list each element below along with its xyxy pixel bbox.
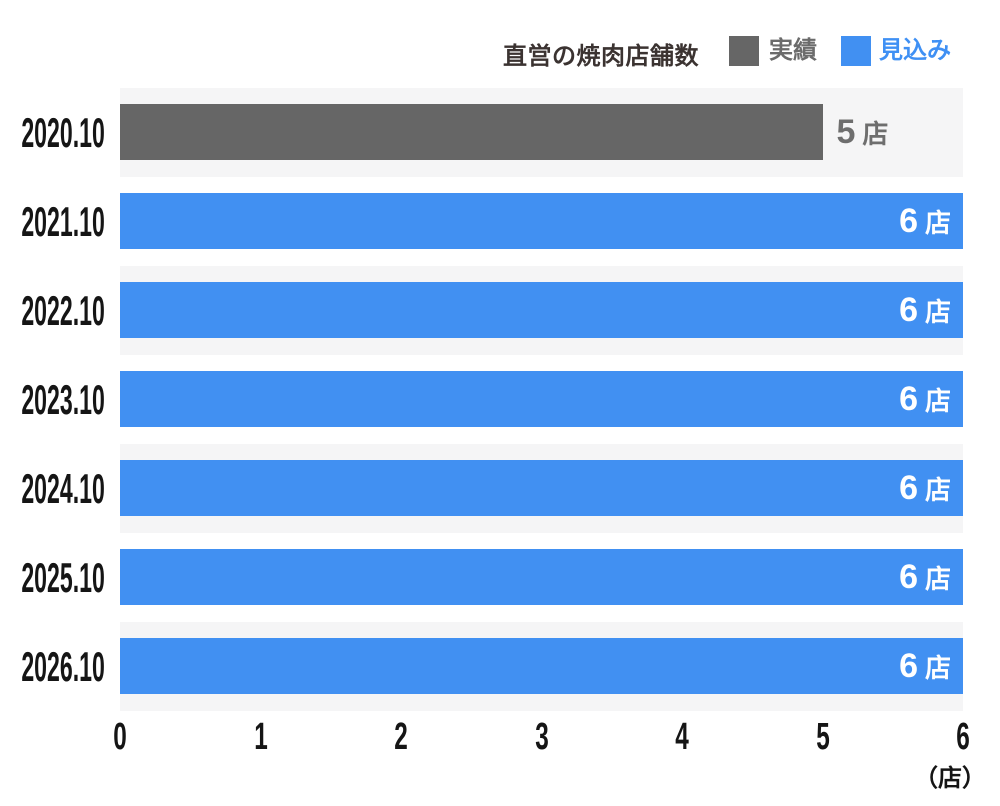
bar-forecast — [120, 638, 963, 694]
chart-row: 2023.10 6 店 — [0, 355, 1000, 444]
chart-row: 2025.10 6 店 — [0, 533, 1000, 622]
x-axis-tick: 4 — [675, 716, 689, 758]
bar-value-unit: 店 — [924, 653, 951, 683]
bar-value-number: 6 — [899, 291, 918, 329]
y-axis-label: 2023.10 — [21, 376, 105, 423]
bar-value-unit: 店 — [924, 564, 951, 594]
bar-value-unit: 店 — [924, 208, 951, 238]
chart-row: 2024.10 6 店 — [0, 444, 1000, 533]
bar-value-unit: 店 — [924, 386, 951, 416]
chart-row: 2020.10 5 店 — [0, 88, 1000, 177]
bar-value-number: 6 — [899, 469, 918, 507]
x-axis-tick: 2 — [394, 716, 408, 758]
x-axis-unit-label: （店） — [914, 765, 986, 792]
bar-forecast — [120, 549, 963, 605]
chart-row: 2026.10 6 店 — [0, 622, 1000, 711]
x-axis-tick: 0 — [113, 716, 127, 758]
y-axis-label: 2020.10 — [21, 109, 105, 156]
legend-swatch-forecast — [841, 36, 871, 66]
x-axis-tick: 1 — [253, 716, 268, 758]
legend-swatch-actual — [729, 36, 759, 66]
bar-forecast — [120, 371, 963, 427]
y-axis-label: 2025.10 — [21, 554, 105, 601]
bar-value-number: 6 — [899, 202, 918, 240]
bar-value-number: 5 — [836, 113, 856, 151]
bar-value-unit: 店 — [924, 475, 951, 505]
x-axis-tick: 5 — [815, 716, 830, 758]
bar-value-unit: 店 — [924, 297, 951, 327]
x-axis-tick: 3 — [534, 716, 549, 758]
bar-value-number: 6 — [899, 647, 918, 685]
plot-area: 2020.10 5 店 2021.10 6 店 2022.10 6 店 2023.10 6 店 2024… — [0, 88, 1000, 711]
bar-value-number: 6 — [899, 558, 918, 596]
bar-value-number: 6 — [899, 380, 918, 418]
chart-row: 2021.10 6 店 — [0, 177, 1000, 266]
y-axis-label: 2026.10 — [21, 643, 105, 690]
bar-forecast — [120, 193, 963, 249]
bar-forecast — [120, 460, 963, 516]
y-axis-label: 2021.10 — [21, 198, 105, 245]
x-axis: 0 1 2 3 4 5 6 — [0, 714, 1000, 760]
chart-row: 2022.10 6 店 — [0, 266, 1000, 355]
legend-label-actual: 実績 — [769, 37, 817, 64]
chart-title: 直営の焼肉店舗数 — [503, 43, 699, 70]
x-axis-tick: 6 — [956, 716, 970, 758]
bar-value-unit: 店 — [862, 119, 889, 149]
bar-forecast — [120, 282, 963, 338]
legend-label-forecast: 見込み — [879, 37, 951, 64]
y-axis-label: 2022.10 — [21, 287, 105, 334]
y-axis-label: 2024.10 — [21, 465, 105, 512]
bar-actual — [120, 104, 823, 160]
